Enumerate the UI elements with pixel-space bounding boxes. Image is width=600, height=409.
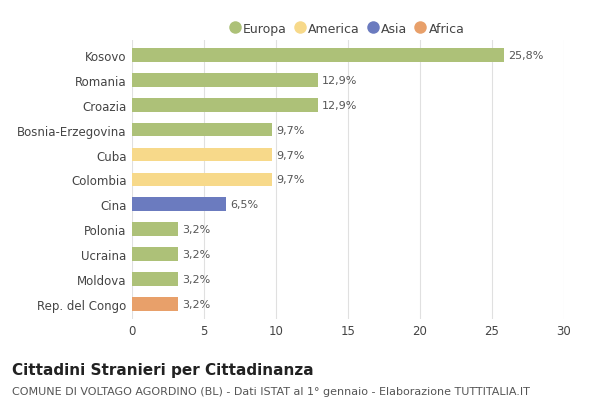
Text: 6,5%: 6,5% bbox=[230, 200, 258, 210]
Bar bbox=[132, 124, 272, 137]
Bar bbox=[132, 198, 226, 211]
Text: 9,7%: 9,7% bbox=[276, 125, 304, 135]
Text: 3,2%: 3,2% bbox=[182, 225, 211, 235]
Bar bbox=[132, 173, 272, 187]
Text: Cittadini Stranieri per Cittadinanza: Cittadini Stranieri per Cittadinanza bbox=[12, 362, 314, 377]
Text: 12,9%: 12,9% bbox=[322, 76, 358, 85]
Bar bbox=[132, 223, 178, 236]
Legend: Europa, America, Asia, Africa: Europa, America, Asia, Africa bbox=[228, 19, 468, 40]
Text: 3,2%: 3,2% bbox=[182, 299, 211, 309]
Text: 9,7%: 9,7% bbox=[276, 150, 304, 160]
Bar bbox=[132, 74, 318, 88]
Text: 9,7%: 9,7% bbox=[276, 175, 304, 185]
Bar bbox=[132, 297, 178, 311]
Text: 12,9%: 12,9% bbox=[322, 101, 358, 110]
Text: 25,8%: 25,8% bbox=[508, 51, 543, 61]
Bar bbox=[132, 272, 178, 286]
Bar bbox=[132, 247, 178, 261]
Bar bbox=[132, 49, 503, 63]
Text: 3,2%: 3,2% bbox=[182, 249, 211, 259]
Bar bbox=[132, 148, 272, 162]
Bar bbox=[132, 99, 318, 112]
Text: COMUNE DI VOLTAGO AGORDINO (BL) - Dati ISTAT al 1° gennaio - Elaborazione TUTTIT: COMUNE DI VOLTAGO AGORDINO (BL) - Dati I… bbox=[12, 387, 530, 396]
Text: 3,2%: 3,2% bbox=[182, 274, 211, 284]
